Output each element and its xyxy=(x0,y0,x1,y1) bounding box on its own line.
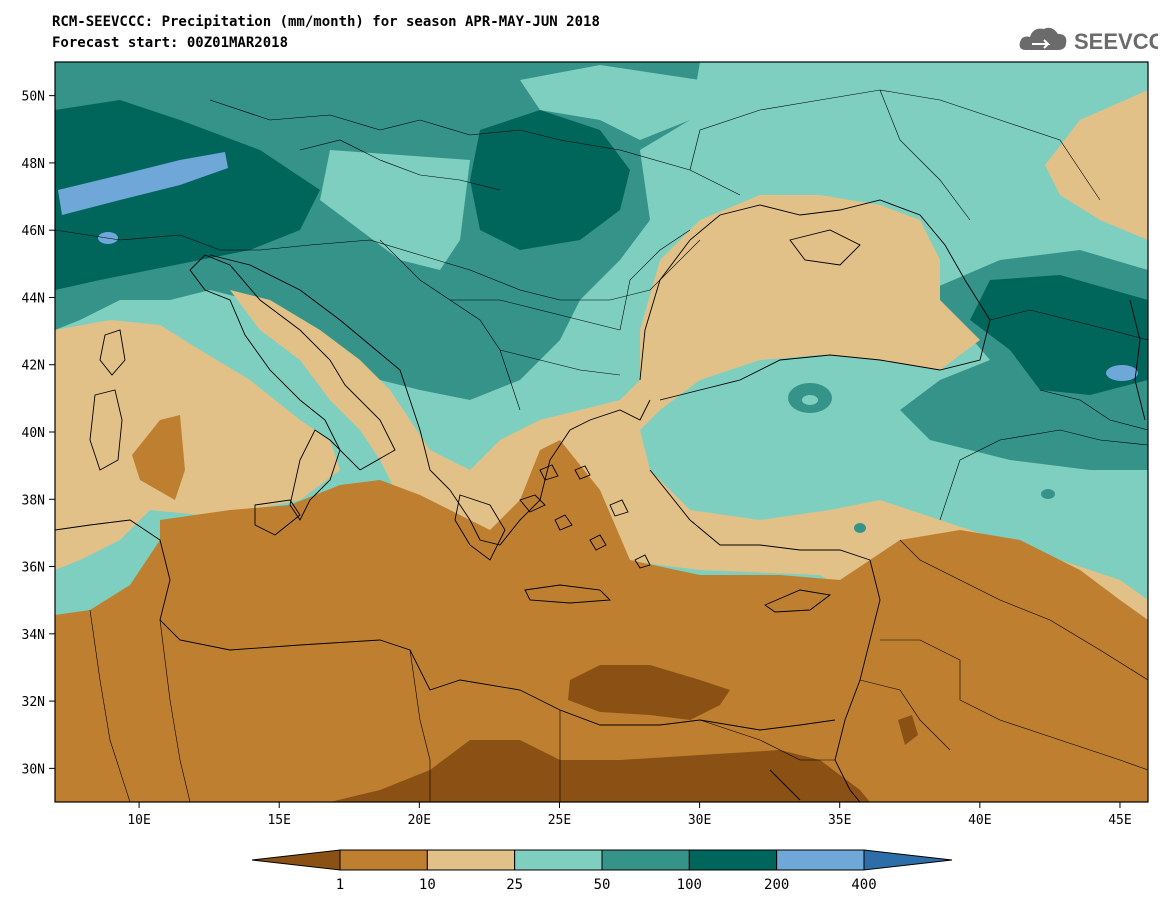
lat-label: 40N xyxy=(22,426,45,441)
colorbar-label: 200 xyxy=(764,877,789,893)
lon-label: 25E xyxy=(548,813,571,828)
lat-label: 46N xyxy=(22,224,45,239)
colorbar-label: 50 xyxy=(594,877,611,893)
lon-label: 15E xyxy=(267,813,290,828)
lon-label: 30E xyxy=(688,813,711,828)
lon-label: 35E xyxy=(828,813,851,828)
colorbar-label: 1 xyxy=(336,877,344,893)
map-title: RCM-SEEVCCC: Precipitation (mm/month) fo… xyxy=(52,14,600,30)
colorbar-segment xyxy=(426,849,516,871)
lat-label: 48N xyxy=(22,157,45,172)
lat-label: 34N xyxy=(22,628,45,643)
lon-label: 20E xyxy=(408,813,431,828)
lon-label: 40E xyxy=(968,813,991,828)
colorbar: 1 10 25 50 100 200 400 xyxy=(251,849,953,893)
colorbar-segment xyxy=(776,849,865,871)
colorbar-segment xyxy=(688,849,778,871)
lat-label: 42N xyxy=(22,359,45,374)
lon-label: 10E xyxy=(127,813,150,828)
borders xyxy=(55,89,1148,802)
colorbar-segment xyxy=(339,849,428,871)
lat-label: 36N xyxy=(22,561,45,576)
colorbar-label: 400 xyxy=(851,877,876,893)
logo-text: SEEVCCC xyxy=(1074,29,1158,54)
seevccc-logo: SEEVCCC xyxy=(1019,27,1158,54)
lat-label: 44N xyxy=(22,291,45,306)
precipitation-field xyxy=(55,62,1148,802)
lat-label: 32N xyxy=(22,695,45,710)
cloud-icon xyxy=(1019,27,1067,50)
colorbar-segment xyxy=(863,849,953,871)
lat-label: 30N xyxy=(22,762,45,777)
colorbar-segment xyxy=(251,849,341,871)
forecast-start-label: Forecast start: 00Z01MAR2018 xyxy=(52,35,289,51)
colorbar-segment xyxy=(514,849,603,871)
lat-label: 50N xyxy=(22,90,45,105)
lon-label: 45E xyxy=(1108,813,1131,828)
map-axes: 10E 15E 20E 25E 30E 35E 40E 45E 50N 48N 46N 44N 42N 4… xyxy=(22,90,1132,828)
colorbar-label: 100 xyxy=(677,877,702,893)
colorbar-label: 10 xyxy=(419,877,436,893)
lat-label: 38N xyxy=(22,493,45,508)
colorbar-segment xyxy=(601,849,690,871)
colorbar-label: 25 xyxy=(506,877,523,893)
